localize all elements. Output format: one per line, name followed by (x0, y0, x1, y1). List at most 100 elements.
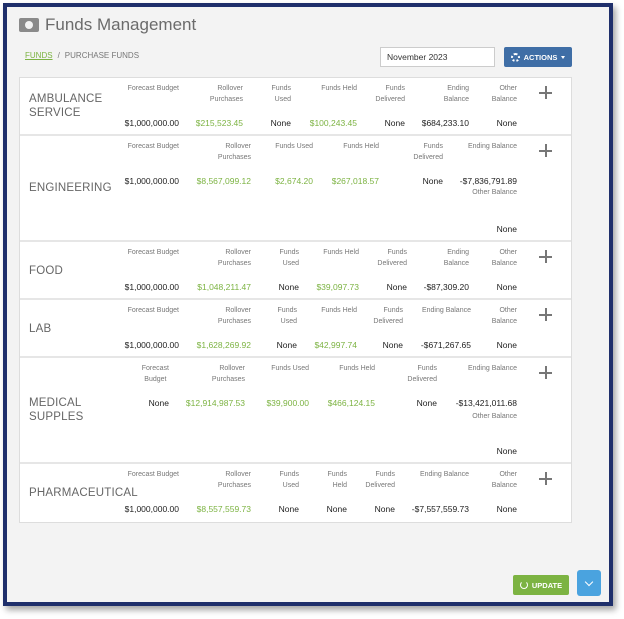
value-forecast-budget: $1,000,000.00 (124, 176, 179, 186)
money-icon (19, 18, 39, 32)
value-rollover-purchases: $215,523.45 (195, 118, 243, 128)
value-ending-balance: -$87,309.20 (423, 282, 469, 292)
header-line: Used (274, 96, 291, 103)
department-name: PHARMACEUTICAL (29, 487, 138, 499)
department-name-line1: AMBULANCE (29, 93, 103, 105)
breadcrumb: FUNDS / PURCHASE FUNDS (25, 51, 139, 60)
header-line: Funds (423, 143, 443, 150)
page-title: Funds Management (45, 15, 197, 34)
department-card-medical: MEDICAL SUPPLES Forecast Budget Rollover P… (20, 358, 571, 464)
header-line: Balance (491, 318, 517, 325)
plus-icon[interactable] (538, 249, 554, 265)
department-card-engineering: ENGINEERING Forecast Budget Rollover Purc… (20, 136, 571, 242)
header-rollover: Rollover Purchases (218, 469, 251, 491)
chevron-down-icon (584, 577, 594, 586)
header-line: Other (499, 307, 517, 314)
value-funds-held: $42,997.74 (314, 340, 357, 350)
value-other-balance: None (496, 118, 517, 128)
header-line: Rollover (219, 365, 245, 372)
department-name: ENGINEERING (29, 182, 112, 194)
value-funds-used: $39,900.00 (266, 398, 309, 408)
header-forecast-budget: Forecast Budget (127, 249, 179, 256)
value-other-balance: None (496, 504, 517, 514)
breadcrumb-separator: / (57, 51, 60, 60)
header-line: Rollover (225, 307, 251, 314)
title-bar: Funds Management (19, 15, 196, 35)
header-ending-balance: Ending Balance (419, 471, 469, 478)
header-funds-used: Funds Used (275, 143, 313, 150)
header-line: Delivered (375, 96, 405, 103)
header-other-balance: Other Balance (472, 413, 517, 420)
header-line: Other (499, 471, 517, 478)
header-other-balance: Other Balance (492, 305, 517, 327)
value-funds-delivered: None (384, 118, 405, 128)
header-line: Other (499, 85, 517, 92)
value-forecast-budget: $1,000,000.00 (124, 282, 179, 292)
value-rollover-purchases: $8,557,559.73 (196, 504, 251, 514)
value-rollover-purchases: $8,567,099.12 (196, 176, 251, 186)
plus-icon[interactable] (538, 85, 554, 101)
department-name: AMBULANCE SERVICE (29, 92, 102, 120)
header-line: Funds (383, 307, 403, 314)
header-rollover: Rollover Purchases (218, 305, 251, 327)
header-funds-held: Funds Held (339, 365, 375, 372)
value-funds-used: None (278, 504, 299, 514)
value-ending-balance: -$7,836,791.89 (459, 176, 517, 186)
header-line: Delivered (377, 260, 407, 267)
header-line: Balance (491, 482, 517, 489)
header-funds-delivered: Funds Delivered (377, 247, 407, 269)
value-funds-held: None (326, 504, 347, 514)
value-funds-delivered: None (422, 176, 443, 186)
plus-icon[interactable] (538, 143, 554, 159)
month-picker-input[interactable]: November 2023 (380, 47, 495, 67)
value-other-balance: None (496, 340, 517, 350)
scroll-down-button[interactable] (577, 570, 601, 596)
header-line: Rollover (225, 249, 251, 256)
department-name: LAB (29, 323, 52, 335)
header-forecast-budget: Forecast Budget (142, 363, 169, 385)
header-line: Other (499, 249, 517, 256)
actions-button[interactable]: ACTIONS (504, 47, 572, 67)
value-rollover-purchases: $12,914,987.53 (185, 398, 245, 408)
value-ending-balance: -$7,557,559.73 (411, 504, 469, 514)
header-line: Forecast (141, 365, 169, 372)
header-funds-held: Funds Held (328, 469, 347, 491)
header-funds-used: Funds Used (280, 469, 299, 491)
caret-down-icon (561, 55, 566, 59)
department-card-ambulance: AMBULANCE SERVICE Forecast Budget Rollov… (20, 78, 571, 136)
value-ending-balance: $684,233.10 (421, 118, 469, 128)
update-button[interactable]: UPDATE (513, 575, 569, 595)
value-funds-delivered: None (386, 282, 407, 292)
header-line: Delivered (373, 318, 403, 325)
value-funds-held: $466,124.15 (327, 398, 375, 408)
value-rollover-purchases: $1,628,269.92 (196, 340, 251, 350)
header-line: Funds (327, 471, 347, 478)
department-name: MEDICAL SUPPLES (29, 396, 83, 424)
header-other-balance: Other Balance (472, 189, 517, 196)
header-line: Balance (491, 260, 517, 267)
breadcrumb-funds-link[interactable]: FUNDS (25, 51, 53, 60)
header-line: Purchases (209, 96, 243, 103)
gear-icon (510, 52, 520, 62)
header-line: Purchases (217, 318, 251, 325)
plus-icon[interactable] (538, 471, 554, 487)
plus-icon[interactable] (538, 365, 554, 381)
header-line: Delivered (407, 376, 437, 383)
header-line: Rollover (225, 143, 251, 150)
department-name-line2: SUPPLES (29, 411, 84, 423)
header-funds-delivered: Funds Delivered (365, 469, 395, 491)
refresh-icon (519, 581, 528, 589)
header-line: Funds (417, 365, 437, 372)
value-rollover-purchases: $1,048,211.47 (197, 282, 251, 292)
value-funds-delivered: None (382, 340, 403, 350)
header-line: Purchases (217, 154, 251, 161)
header-funds-used: Funds Used (280, 247, 299, 269)
header-funds-delivered: Funds Delivered (373, 305, 403, 327)
header-line: Balance (491, 96, 517, 103)
plus-icon[interactable] (538, 307, 554, 323)
value-funds-delivered: None (374, 504, 395, 514)
header-rollover: Rollover Purchases (210, 83, 243, 105)
header-line: Funds (277, 307, 297, 314)
header-other-balance: Other Balance (492, 247, 517, 269)
header-line: Purchases (217, 260, 251, 267)
